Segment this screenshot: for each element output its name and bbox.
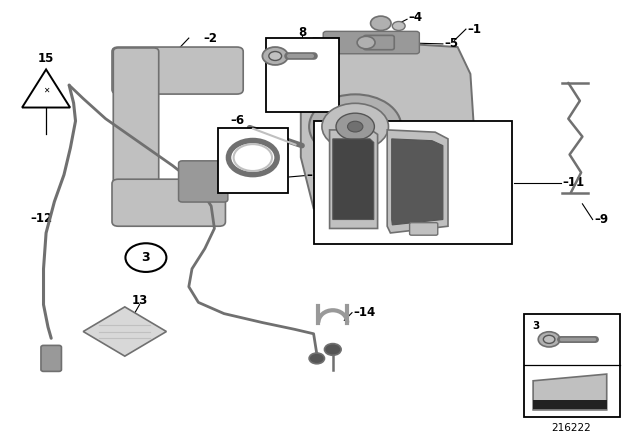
Circle shape (309, 353, 324, 364)
Circle shape (371, 16, 391, 30)
Text: 3: 3 (141, 251, 150, 264)
Polygon shape (330, 130, 378, 228)
Text: ✕: ✕ (43, 86, 49, 95)
FancyBboxPatch shape (41, 345, 61, 371)
Circle shape (336, 113, 374, 140)
Text: –5: –5 (445, 37, 459, 51)
Circle shape (411, 153, 434, 169)
Bar (314, 121, 512, 244)
Polygon shape (392, 139, 443, 225)
Circle shape (125, 243, 166, 272)
FancyBboxPatch shape (112, 179, 225, 226)
Polygon shape (83, 307, 166, 356)
Polygon shape (533, 400, 607, 409)
FancyBboxPatch shape (113, 48, 159, 225)
Text: 216222: 216222 (552, 423, 591, 433)
Text: –14: –14 (353, 306, 376, 319)
Circle shape (348, 121, 363, 132)
Circle shape (309, 95, 401, 159)
FancyBboxPatch shape (410, 223, 438, 235)
Circle shape (357, 36, 375, 49)
Polygon shape (387, 130, 448, 233)
Text: –11: –11 (562, 176, 584, 190)
Text: 7: 7 (278, 91, 285, 101)
Text: 3: 3 (532, 321, 540, 331)
Circle shape (538, 332, 560, 347)
Bar (218, 128, 288, 193)
Text: –10: –10 (306, 169, 328, 182)
Polygon shape (333, 139, 374, 220)
Text: 15: 15 (38, 52, 54, 65)
Text: 13: 13 (131, 293, 148, 307)
Circle shape (322, 103, 388, 150)
Polygon shape (533, 374, 607, 410)
FancyBboxPatch shape (323, 31, 419, 54)
Text: –1: –1 (467, 22, 481, 36)
Circle shape (269, 52, 282, 60)
Polygon shape (22, 69, 70, 108)
Text: –4: –4 (408, 11, 422, 25)
Circle shape (324, 344, 341, 355)
Text: –2: –2 (204, 31, 218, 45)
Text: –12: –12 (31, 212, 53, 225)
Text: –6: –6 (230, 113, 244, 127)
FancyBboxPatch shape (179, 161, 228, 202)
Circle shape (543, 335, 555, 343)
Text: 8: 8 (298, 26, 306, 39)
FancyBboxPatch shape (112, 47, 243, 94)
Text: –9: –9 (594, 213, 608, 226)
Polygon shape (301, 38, 474, 213)
Bar (266, 38, 339, 112)
Circle shape (392, 22, 405, 30)
Bar (524, 314, 620, 417)
Circle shape (262, 47, 288, 65)
FancyBboxPatch shape (364, 35, 394, 50)
